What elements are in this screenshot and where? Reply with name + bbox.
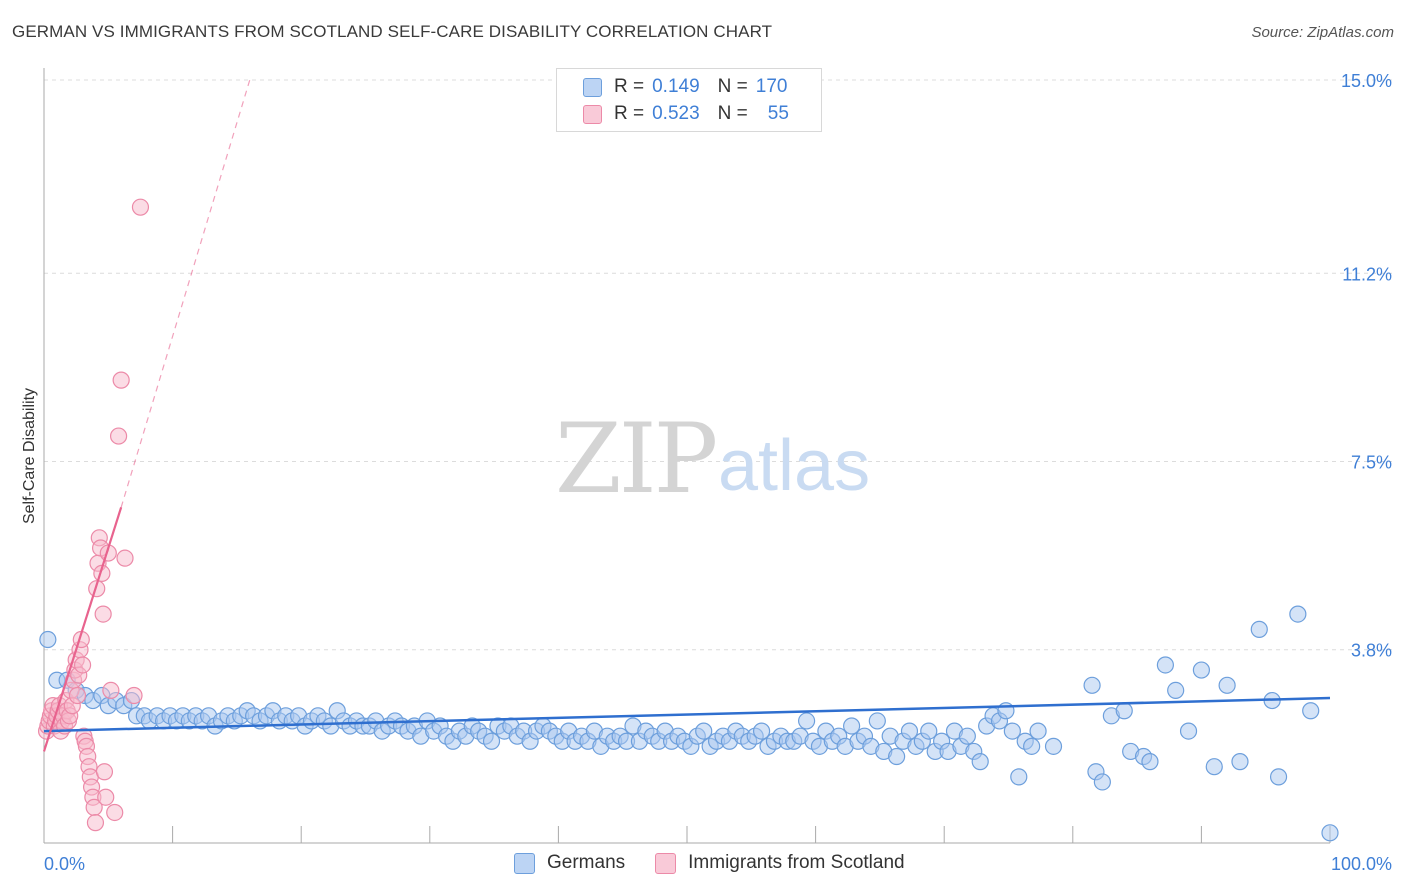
scotland-point bbox=[95, 763, 114, 781]
german-point bbox=[1003, 722, 1021, 740]
scotland-swatch bbox=[655, 852, 677, 874]
german-point bbox=[1083, 676, 1101, 694]
legend-r-label: R = bbox=[614, 76, 645, 97]
german-point bbox=[1167, 681, 1185, 700]
chart-title: GERMAN VS IMMIGRANTS FROM SCOTLAND SELF-… bbox=[12, 22, 773, 41]
german-point bbox=[1289, 605, 1307, 623]
series-germans bbox=[39, 605, 1339, 842]
scotland-point bbox=[116, 549, 134, 567]
german-point bbox=[920, 722, 938, 740]
x-tick-label-min: 0.0% bbox=[44, 854, 85, 874]
scotland-point bbox=[102, 681, 120, 700]
german-point bbox=[1192, 661, 1211, 679]
legend-n-value: 170 bbox=[755, 76, 788, 97]
y-tick-label: 3.8% bbox=[1351, 641, 1392, 661]
german-point bbox=[868, 712, 886, 730]
german-point bbox=[843, 717, 861, 735]
legend-r-value: 0.149 bbox=[652, 76, 700, 97]
german-point bbox=[1029, 722, 1047, 740]
scotland-point bbox=[86, 814, 105, 832]
german-point bbox=[1321, 824, 1339, 842]
german-point bbox=[752, 722, 771, 740]
scotland-point bbox=[109, 427, 128, 445]
scotland-point bbox=[106, 803, 124, 822]
y-tick-label: 15.0% bbox=[1341, 71, 1392, 91]
y-tick-labels: 3.8% 7.5% 11.2% 15.0% bbox=[1341, 71, 1392, 661]
legend-box: R = 0.149 N = 170 R = 0.523 N = 55 bbox=[556, 68, 822, 132]
german-point bbox=[1218, 676, 1236, 694]
legend-n-label: N = bbox=[717, 76, 748, 97]
legend-n-value: 55 bbox=[767, 103, 789, 124]
german-point bbox=[1023, 737, 1041, 755]
legend-row-germans: R = 0.149 N = 170 bbox=[583, 75, 787, 99]
source-note: Source: ZipAtlas.com bbox=[1251, 24, 1394, 41]
series-scotland bbox=[37, 198, 150, 832]
bottom-legend-germans[interactable]: Germans bbox=[514, 852, 625, 874]
scotland-trendline bbox=[42, 506, 123, 752]
german-point bbox=[1093, 773, 1111, 791]
german-point bbox=[971, 753, 989, 771]
german-point bbox=[1179, 722, 1198, 740]
scotland-point bbox=[94, 605, 112, 623]
scotland-point bbox=[131, 198, 150, 216]
scotland-point bbox=[112, 371, 130, 389]
german-point bbox=[1010, 768, 1028, 786]
german-point bbox=[1231, 753, 1249, 771]
legend-swatch-scotland bbox=[583, 104, 602, 124]
watermark-zip: ZIP bbox=[555, 403, 716, 515]
y-axis-label: Self-Care Disability bbox=[21, 388, 38, 524]
legend-n-label: N = bbox=[717, 103, 748, 124]
scotland-trendline-extended bbox=[120, 79, 251, 508]
german-point bbox=[39, 630, 57, 649]
german-point bbox=[482, 732, 501, 750]
y-tick-label: 7.5% bbox=[1351, 453, 1392, 473]
german-point bbox=[1205, 758, 1223, 776]
scotland-point bbox=[68, 686, 87, 705]
scotland-point bbox=[88, 580, 106, 598]
scotland-point bbox=[125, 686, 143, 705]
legend-swatch-germans bbox=[583, 77, 602, 97]
bottom-legend-scotland[interactable]: Immigrants from Scotland bbox=[655, 852, 905, 874]
legend-r-value: 0.523 bbox=[652, 103, 700, 124]
watermark-atlas: atlas bbox=[718, 426, 870, 506]
scotland-point bbox=[73, 656, 92, 674]
german-point bbox=[1302, 702, 1320, 720]
gridlines bbox=[44, 79, 1392, 651]
german-point bbox=[1141, 753, 1159, 771]
german-point bbox=[1269, 768, 1288, 786]
scotland-legend-label: Immigrants from Scotland bbox=[688, 852, 905, 873]
germans-swatch bbox=[514, 852, 535, 874]
german-point bbox=[1156, 656, 1174, 674]
german-point bbox=[797, 712, 816, 730]
legend-row-scotland: R = 0.523 N = 55 bbox=[583, 102, 789, 126]
german-point bbox=[695, 722, 713, 740]
german-point bbox=[958, 727, 976, 745]
germans-legend-label: Germans bbox=[547, 852, 626, 873]
scotland-point bbox=[97, 788, 115, 806]
x-tick-label-max: 100.0% bbox=[1331, 854, 1392, 874]
x-minor-ticks bbox=[43, 826, 1331, 843]
trendlines bbox=[42, 79, 1331, 752]
y-tick-label: 11.2% bbox=[1342, 264, 1392, 284]
german-point bbox=[888, 747, 906, 766]
german-point bbox=[1250, 620, 1268, 638]
german-point bbox=[1044, 737, 1063, 755]
germans-trendline bbox=[43, 696, 1331, 733]
german-point bbox=[900, 722, 919, 740]
legend-r-label: R = bbox=[614, 103, 645, 124]
german-point bbox=[1115, 702, 1133, 720]
bottom-legend: Germans Immigrants from Scotland bbox=[514, 852, 935, 874]
